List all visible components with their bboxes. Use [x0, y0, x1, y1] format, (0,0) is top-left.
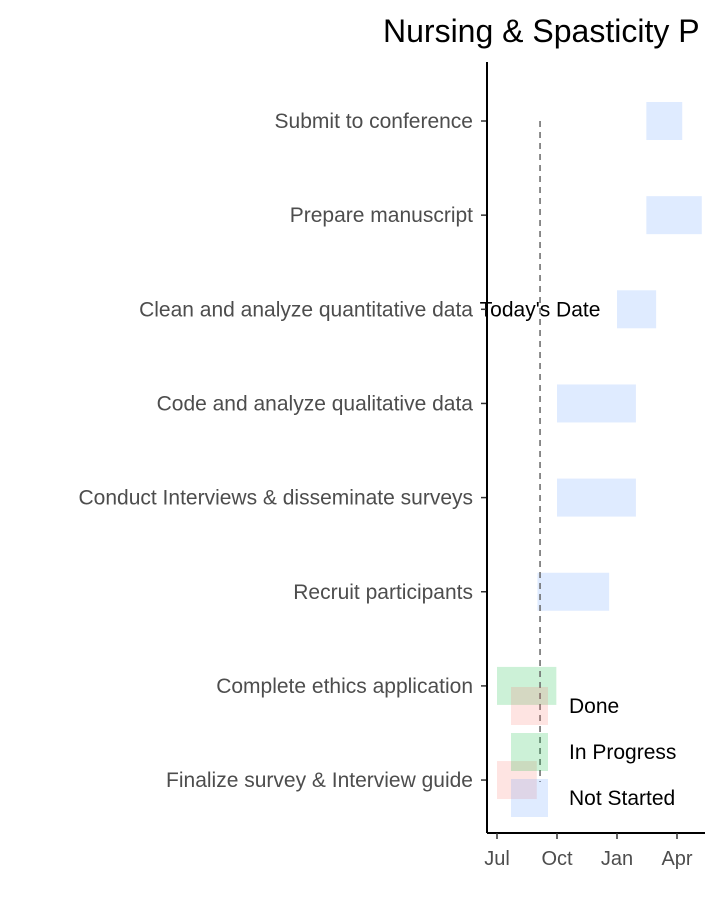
- legend-label-done: Done: [569, 695, 619, 718]
- x-tick-label-jul: Jul: [484, 848, 510, 870]
- task-label-complete-ethics-application: Complete ethics application: [216, 675, 473, 698]
- legend-key-in-progress: [511, 733, 548, 771]
- legend-key-done: [511, 687, 548, 725]
- x-tick-label-oct: Oct: [541, 848, 573, 870]
- task-bar-finalize-survey-interview-guide: [497, 761, 537, 800]
- axes: Submit to conference Prepare manuscript Cl…: [79, 62, 705, 870]
- legend-key-not-started: [511, 779, 548, 817]
- task-label-clean-and-analyze-quantitative-data: Clean and analyze quantitative data: [139, 298, 473, 321]
- task-label-submit-to-conference: Submit to conference: [275, 110, 473, 133]
- legend-label-not-started: Not Started: [569, 787, 675, 810]
- task-bar-complete-ethics-application: [497, 666, 557, 705]
- task-label-prepare-manuscript: Prepare manuscript: [290, 204, 473, 227]
- task-label-conduct-interviews-disseminate-surveys: Conduct Interviews & disseminate surveys: [79, 487, 474, 510]
- task-bar-recruit-participants: [537, 572, 610, 611]
- task-bars: Today's Date: [480, 102, 702, 800]
- task-bar-conduct-interviews-disseminate-surveys: [557, 478, 636, 517]
- chart-title: Nursing & Spasticity P: [383, 13, 700, 49]
- x-tick-label-jan: Jan: [601, 848, 633, 870]
- task-label-code-and-analyze-qualitative-data: Code and analyze qualitative data: [157, 392, 474, 415]
- legend: Done In Progress Not Started: [511, 687, 676, 817]
- task-label-recruit-participants: Recruit participants: [293, 581, 473, 604]
- task-bar-clean-and-analyze-quantitative-data: [617, 290, 657, 329]
- x-tick-label-apr: Apr: [661, 848, 692, 870]
- today-label: Today's Date: [480, 298, 601, 321]
- task-bar-code-and-analyze-qualitative-data: [557, 384, 636, 423]
- task-bar-submit-to-conference: [646, 102, 683, 140]
- legend-label-in-progress: In Progress: [569, 741, 676, 764]
- task-bar-prepare-manuscript: [646, 196, 702, 235]
- task-label-finalize-survey-interview-guide: Finalize survey & Interview guide: [166, 769, 473, 792]
